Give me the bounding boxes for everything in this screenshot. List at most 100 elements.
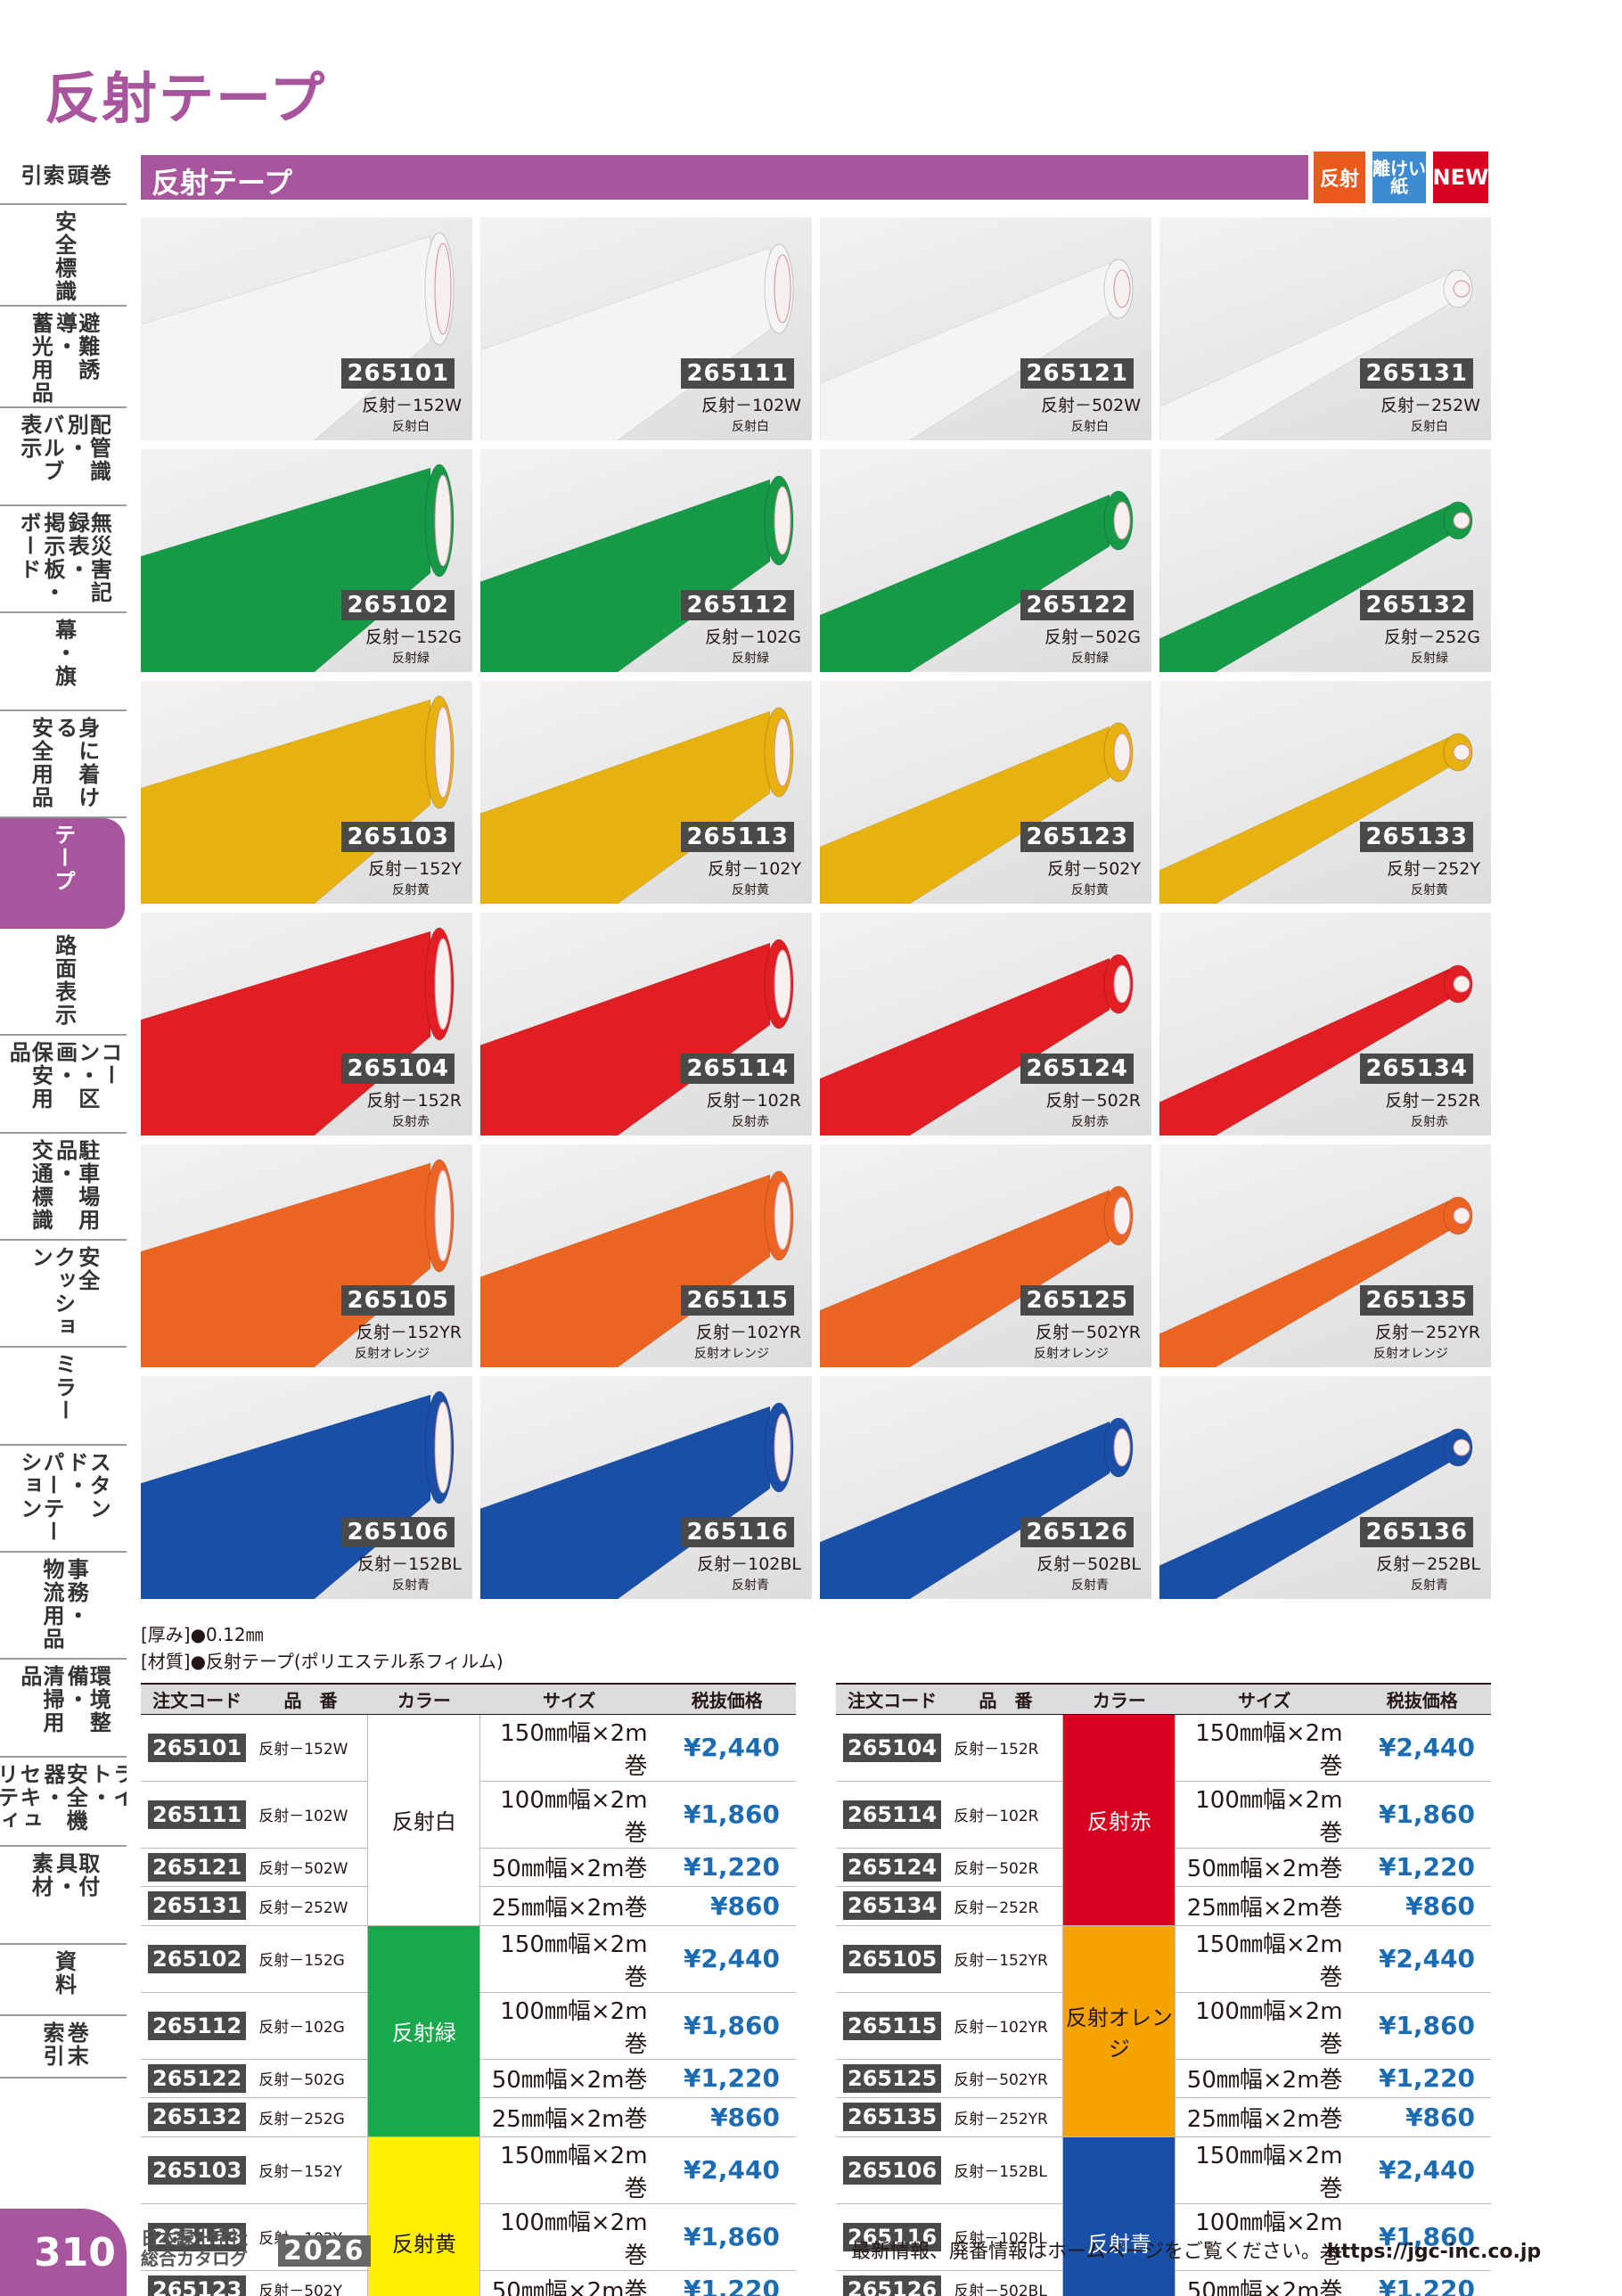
tape-roll-image [1159,269,1473,440]
product-color-name: 反射黄 [1071,883,1109,898]
sidebar-category-6[interactable]: 身に着ける 安全用品 [0,711,127,818]
tape-strip [820,494,1110,672]
product-photo-grid: 265101 反射－152W 反射白 265111 反射－102W 反射白 265121 反射… [141,217,1491,1599]
order-code: 265132 [148,2103,247,2132]
tape-strip [1159,273,1450,440]
sidebar-category-10[interactable]: 駐車場用品・ 交通標識 [0,1134,127,1241]
price: ¥2,440 [658,1714,796,1782]
price: ¥1,220 [658,2059,796,2098]
sidebar-category-label: 安全機器・ [40,1763,88,1833]
sidebar-category-9[interactable]: コーン・区画・ 保安用品 [0,1036,127,1134]
product-part-number: 反射－252W [1380,396,1480,415]
table-row: 265104 反射－152R 反射赤 150㎜幅×2m巻 ¥2,440 [836,1714,1491,1926]
sidebar-category-16[interactable]: ライト・ 安全機器・ セキュリティ [0,1758,127,1847]
product-color-name: 反射白 [1411,420,1448,434]
product-part-number: 反射－152BL [357,1554,462,1574]
sidebar-category-19[interactable]: 巻末 索引 [0,2016,127,2079]
spec-thickness: [厚み]●0.12㎜ [141,1624,264,1645]
size: 100㎜幅×2m巻 [1175,2203,1354,2271]
table-row: 265116 反射－102BL 100㎜幅×2m巻 ¥1,860 [836,2203,1491,2271]
sidebar-category-7[interactable]: テープ [0,818,125,929]
sidebar-category-label: 交通標識 [28,1139,53,1232]
sidebar-category-4[interactable]: 無災害記録表・ 掲示板・ ボード [0,506,127,613]
price: ¥1,220 [1353,2270,1491,2296]
code-cell: 265104 [836,1714,949,1782]
sidebar-category-8[interactable]: 路面表示 [0,929,127,1036]
product-color-name: 反射白 [1071,420,1109,434]
price: ¥860 [658,1886,796,1926]
product-code: 265102 [341,590,455,620]
price-table-left: 注文コード 品 番 カラー サイズ 税抜価格 265101 反射－152W 反射白 1… [141,1683,796,2296]
spec-material: [材質]●反射テープ(ポリエステル系フィルム) [141,1651,504,1672]
sidebar-category-label: 索引 [39,2021,64,2068]
product-color-name: 反射白 [392,420,430,434]
order-code: 265102 [148,1944,247,1973]
product-card: 265113 反射－102Y 反射黄 [480,681,812,904]
size: 150㎜幅×2m巻 [1175,2136,1354,2204]
code-cell: 265102 [141,1925,254,1993]
footer-note-text: 最新情報、廃番情報はホームページをご覧ください。 [851,2241,1321,2263]
order-code: 265106 [843,2155,942,2185]
order-code: 265113 [148,2222,247,2251]
size: 100㎜幅×2m巻 [479,2203,659,2271]
price: ¥1,860 [1353,1781,1491,1849]
tape-roll-image [480,707,794,904]
tape-roll-image [820,1185,1134,1367]
sidebar-category-label: 蓄光用品 [28,312,53,405]
sidebar-category-18[interactable]: 資料 [0,1945,127,2016]
product-part-number: 反射－102YR [695,1323,801,1342]
sidebar-category-label: クッション [28,1246,76,1339]
price: ¥2,440 [658,2136,796,2204]
sidebar-category-12[interactable]: ミラー [0,1348,127,1446]
product-card: 265102 反射－152G 反射緑 [141,449,472,672]
header-part: 品 番 [253,1683,368,1715]
sidebar-category-label: 保安用品 [5,1041,53,1111]
roll-core [1113,501,1131,540]
tape-strip [820,1421,1110,1599]
tape-strip [1159,1200,1450,1367]
sidebar-category-label: 安全用品 [28,717,53,809]
tape-strip [141,699,431,904]
tape-strip [1159,504,1450,672]
roll-core [1113,269,1131,308]
color-cell: 反射黄 [367,2136,481,2296]
size: 100㎜幅×2m巻 [479,1781,659,1849]
code-cell: 265132 [141,2097,254,2137]
tape-strip [1159,968,1450,1136]
size: 100㎜幅×2m巻 [1175,1992,1354,2060]
tape-strip [820,957,1110,1136]
code-cell: 265122 [141,2059,254,2098]
part-number: 反射－502R [948,1848,1063,1887]
sidebar-category-3[interactable]: 配管識別・ バルブ表示 [0,408,127,506]
product-color-name: 反射赤 [392,1115,430,1129]
website-link[interactable]: https://jgc-inc.co.jp [1326,2241,1542,2263]
sidebar-category-5[interactable]: 幕・旗 [0,613,127,711]
sidebar-category-label: パーテーション [16,1451,64,1544]
roll-core [1453,1439,1470,1456]
order-code: 265104 [843,1733,942,1762]
order-code: 265114 [843,1800,942,1829]
table-row: 265125 反射－502YR 50㎜幅×2m巻 ¥1,220 [836,2059,1491,2098]
sidebar-category-13[interactable]: スタンド・ パーテーション [0,1446,127,1553]
table-row: 265121 反射－502W 50㎜幅×2m巻 ¥1,220 [141,1848,796,1887]
sidebar-category-11[interactable]: 安全 クッション [0,1241,127,1348]
sidebar-category-15[interactable]: 環境整備・ 清掃用品 [0,1660,127,1758]
sidebar-category-label: 取付具・ [52,1852,100,1898]
product-code: 265106 [341,1517,455,1547]
sidebar-category-label: 環境整備・ [63,1665,111,1734]
sidebar-category-17[interactable]: 取付具・ 素材 [0,1847,127,1945]
sidebar-category-14[interactable]: 事務・ 物流用品 [0,1553,127,1660]
sidebar-category-2[interactable]: 避難誘導・ 蓄光用品 [0,307,127,408]
product-part-number: 反射－502G [1044,627,1141,647]
product-color-name: 反射オレンジ [1373,1347,1448,1361]
reflective-badge: 反射 [1314,152,1365,203]
product-card: 265112 反射－102G 反射緑 [480,449,812,672]
product-color-name: 反射黄 [732,883,769,898]
tape-strip [141,931,431,1136]
sidebar-category-0[interactable]: 巻頭 索引 [0,159,127,205]
price: ¥2,440 [1353,1714,1491,1782]
size: 50㎜幅×2m巻 [479,2270,659,2296]
product-code: 265111 [681,358,794,389]
sidebar-category-1[interactable]: 安全標識 [0,205,127,307]
product-code: 265114 [681,1054,794,1084]
